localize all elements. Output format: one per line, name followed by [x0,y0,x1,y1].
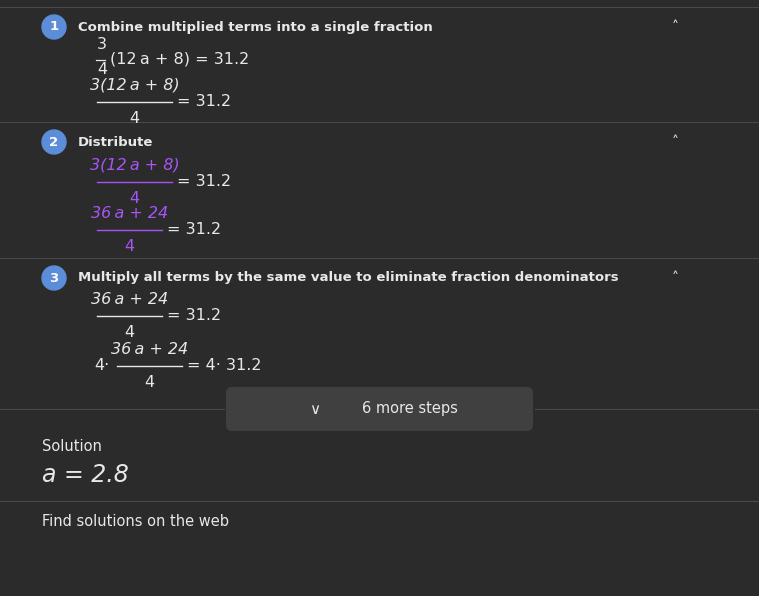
Text: 3: 3 [97,37,107,52]
Text: = 31.2: = 31.2 [177,95,231,110]
Text: Combine multiplied terms into a single fraction: Combine multiplied terms into a single f… [78,20,433,33]
Circle shape [42,15,66,39]
Text: 4: 4 [124,239,134,254]
Text: 36 a + 24: 36 a + 24 [91,292,168,307]
FancyBboxPatch shape [226,387,533,431]
Text: Solution: Solution [42,439,102,454]
Text: (12 a + 8) = 31.2: (12 a + 8) = 31.2 [110,51,249,67]
Text: = 31.2: = 31.2 [167,309,221,324]
Text: ˄: ˄ [672,271,679,285]
Text: = 31.2: = 31.2 [177,175,231,190]
Text: = 4· 31.2: = 4· 31.2 [187,359,262,374]
Text: Multiply all terms by the same value to eliminate fraction denominators: Multiply all terms by the same value to … [78,272,619,284]
Text: 36 a + 24: 36 a + 24 [91,206,168,221]
Text: 3: 3 [49,272,58,284]
Text: 2: 2 [49,135,58,148]
Circle shape [42,130,66,154]
Text: ˄: ˄ [672,135,679,149]
Text: 36 a + 24: 36 a + 24 [111,342,188,357]
Text: 6 more steps: 6 more steps [361,402,458,417]
Text: 4·: 4· [94,359,109,374]
Text: a = 2.8: a = 2.8 [42,463,129,487]
Text: 4: 4 [97,62,107,77]
Text: 3(12 a + 8): 3(12 a + 8) [90,78,179,93]
Text: 4: 4 [124,325,134,340]
Text: 3(12 a + 8): 3(12 a + 8) [90,158,179,173]
Circle shape [42,266,66,290]
Text: 4: 4 [144,375,155,390]
Text: 4: 4 [130,111,140,126]
Text: ˄: ˄ [672,20,679,34]
Text: 4: 4 [130,191,140,206]
Text: Find solutions on the web: Find solutions on the web [42,514,229,529]
Text: ∨: ∨ [309,402,320,418]
Text: = 31.2: = 31.2 [167,222,221,237]
Text: Distribute: Distribute [78,135,153,148]
Text: 1: 1 [49,20,58,33]
